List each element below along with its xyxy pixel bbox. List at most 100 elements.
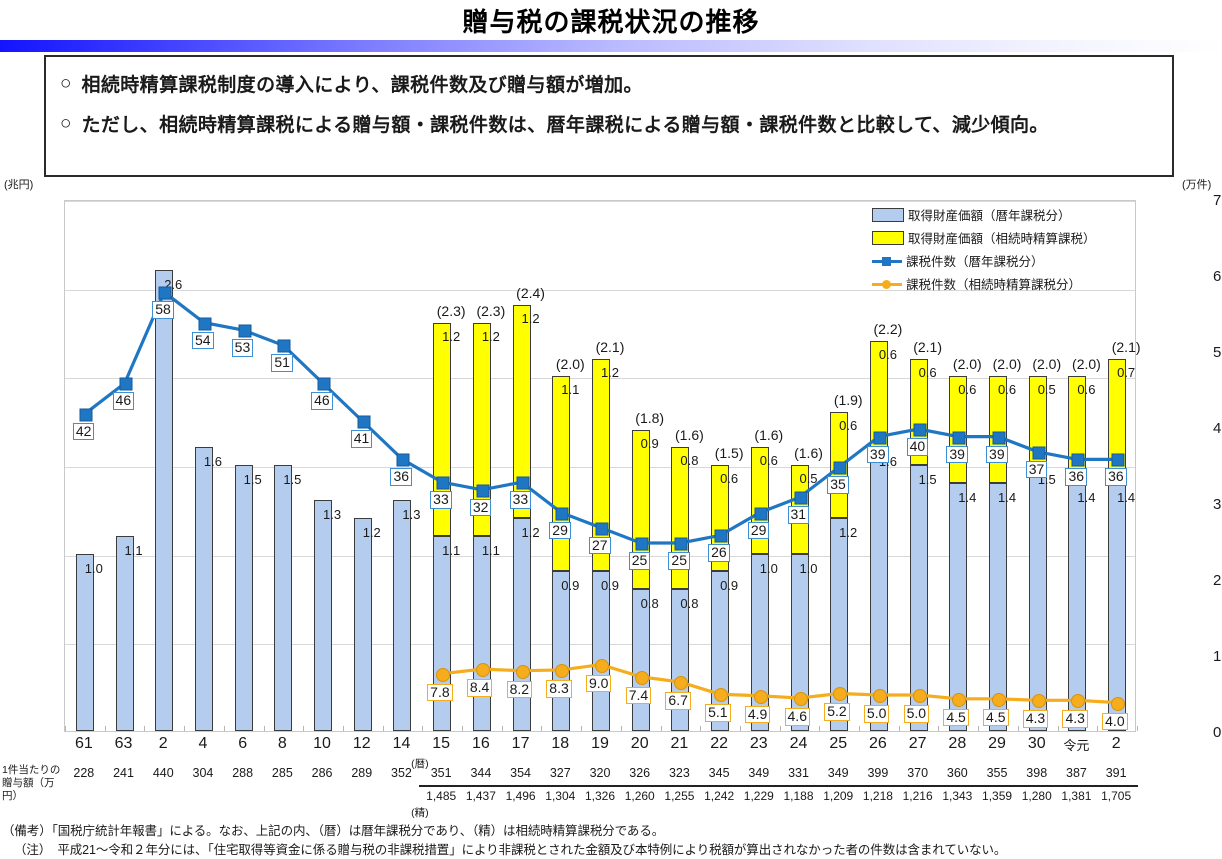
line-label-seisan-count: 4.5 <box>983 708 1009 727</box>
line-label-seisan-count: 5.0 <box>903 705 930 723</box>
x-axis-label: 15 <box>432 735 451 752</box>
bar-segment-seisan <box>552 376 571 572</box>
bullet-marker-icon: ○ <box>60 112 72 134</box>
line-marker-seisan <box>1031 694 1046 709</box>
per-case-rekinen-row: 228 241 440 304 288 285 286 289 352 351 344 354 327 3… <box>64 766 1136 786</box>
line-marker-rekinen <box>396 453 410 467</box>
line-label-rekinen-count: 46 <box>112 392 135 411</box>
line-marker-seisan <box>912 689 927 703</box>
table-separator-rule <box>419 785 1138 787</box>
bar-segment-rekinen <box>155 269 174 731</box>
x-axis-tick <box>978 726 980 731</box>
per-case-rekinen-value: 349 <box>748 766 770 780</box>
chart-plot-area: 3.02.52.01.51.00.50.07060504030201001.01… <box>64 192 1222 741</box>
bar-label-seisan-amount: 0.6 <box>720 471 739 486</box>
x-axis-label: 19 <box>591 735 609 752</box>
line-label-rekinen-count: 39 <box>866 445 889 464</box>
bar-segment-rekinen <box>393 500 412 731</box>
per-case-rekinen-value: 331 <box>788 766 809 780</box>
line-label-seisan-count: 4.6 <box>784 708 810 726</box>
per-case-seisan-value: 1,218 <box>862 789 893 803</box>
line-marker-rekinen <box>198 317 212 331</box>
x-axis-labels: 61 63 2 4 6 8 10 12 14 15 16 17 18 19 20 21 22 23 24 25 26 27… <box>64 735 1136 759</box>
line-marker-seisan <box>793 692 808 707</box>
line-marker-rekinen <box>238 324 252 338</box>
line-label-rekinen-count: 25 <box>628 552 651 570</box>
bar-segment-rekinen <box>433 535 452 731</box>
x-axis-tick <box>501 726 503 731</box>
bar-segment-rekinen <box>274 465 293 731</box>
bar-label-total: (1.6) <box>675 427 704 444</box>
per-case-seisan-value: 1,260 <box>624 789 655 803</box>
line-label-rekinen-count: 46 <box>311 392 333 411</box>
x-axis-label: 23 <box>749 735 768 752</box>
line-label-rekinen-count: 31 <box>787 506 810 525</box>
bar-label-rekinen-amount: 1.1 <box>442 542 461 558</box>
line-marker-seisan <box>833 687 848 702</box>
line-label-rekinen-count: 26 <box>708 544 730 563</box>
bar-column <box>631 199 650 731</box>
per-case-rekinen-value: 285 <box>271 766 293 780</box>
line-marker-seisan <box>1071 694 1086 709</box>
bullet-text: 相続時精算課税制度の導入により、課税件数及び贈与額が増加。 <box>81 75 643 96</box>
line-marker-rekinen <box>357 415 371 429</box>
bar-label-rekinen-amount: 1.4 <box>997 489 1017 505</box>
per-case-seisan-value: 1,485 <box>426 789 457 803</box>
x-axis-tick <box>779 726 781 731</box>
per-case-rekinen-value: 398 <box>1026 766 1048 780</box>
tag-rekinen: (暦) <box>411 758 429 770</box>
x-axis-tick <box>581 726 583 731</box>
x-axis-tick <box>898 726 900 731</box>
line-label-rekinen-count: 36 <box>390 468 413 487</box>
line-marker-rekinen <box>79 408 93 422</box>
per-case-seisan-value: 1,280 <box>1021 789 1052 803</box>
x-axis-tick <box>1057 726 1059 731</box>
summary-box: ○ 相続時精算課税制度の導入により、課税件数及び贈与額が増加。 ○ ただし、相続… <box>44 55 1174 177</box>
per-case-seisan-value: 1,437 <box>465 789 496 803</box>
line-label-rekinen-count: 39 <box>946 445 968 464</box>
per-case-seisan-value: 1,343 <box>942 789 973 803</box>
line-marker-seisan <box>1111 696 1126 711</box>
x-axis-tick <box>303 726 305 731</box>
line-marker-seisan <box>555 663 570 678</box>
line-label-seisan-count: 7.4 <box>625 686 652 705</box>
per-case-rekinen-value: 440 <box>152 766 174 780</box>
bar-segment-rekinen <box>592 571 610 731</box>
y-axis-tick-right: 40 <box>1213 420 1222 437</box>
bar-label-rekinen-amount: 1.4 <box>1117 489 1136 505</box>
line-label-seisan-count: 4.9 <box>744 705 771 724</box>
per-case-rekinen-value: 228 <box>73 766 95 780</box>
per-case-row-header: 1件当たりの贈与額（万円） <box>2 764 61 802</box>
bar-segment-rekinen <box>1108 482 1127 731</box>
footnote-remark: （備考）「国税庁統計年報書」による。なお、上記の内、（暦）は暦年課税分であり、（… <box>2 824 665 838</box>
x-axis-tick <box>938 726 940 731</box>
bar-segment-rekinen <box>750 553 769 731</box>
x-axis-label: 30 <box>1027 735 1046 752</box>
per-case-rekinen-value: 241 <box>113 766 134 780</box>
x-axis-tick <box>184 726 186 731</box>
line-label-rekinen-count: 40 <box>906 438 929 456</box>
x-axis-tick <box>65 726 66 731</box>
per-case-seisan-value: 1,229 <box>743 789 774 803</box>
bar-label-seisan-amount: 1.2 <box>600 364 620 380</box>
line-label-rekinen-count: 39 <box>986 445 1008 464</box>
line-label-seisan-count: 6.7 <box>665 692 691 710</box>
bar-column <box>472 199 491 731</box>
per-case-seisan-value: 1,216 <box>902 789 933 803</box>
bullet-item: ○ 相続時精算課税制度の導入により、課税件数及び贈与額が増加。 <box>60 73 1158 99</box>
bar-segment-rekinen <box>75 553 94 731</box>
line-marker-rekinen <box>833 461 847 475</box>
y-axis-tick-right: 10 <box>1213 648 1222 665</box>
gradient-divider <box>0 40 1222 52</box>
per-case-seisan-value: 1,705 <box>1101 789 1132 803</box>
bar-label-total: (2.1) <box>913 338 943 355</box>
bar-segment-rekinen <box>472 535 491 731</box>
x-axis-tick <box>620 726 622 731</box>
line-marker-rekinen <box>516 476 530 490</box>
bar-segment-rekinen <box>115 535 134 731</box>
bar-column <box>274 199 293 731</box>
per-case-rekinen-value: 391 <box>1105 766 1127 780</box>
bar-label-total: (2.2) <box>873 320 903 337</box>
line-label-rekinen-count: 36 <box>1065 468 1088 487</box>
bar-label-seisan-amount: 0.7 <box>1117 364 1136 380</box>
